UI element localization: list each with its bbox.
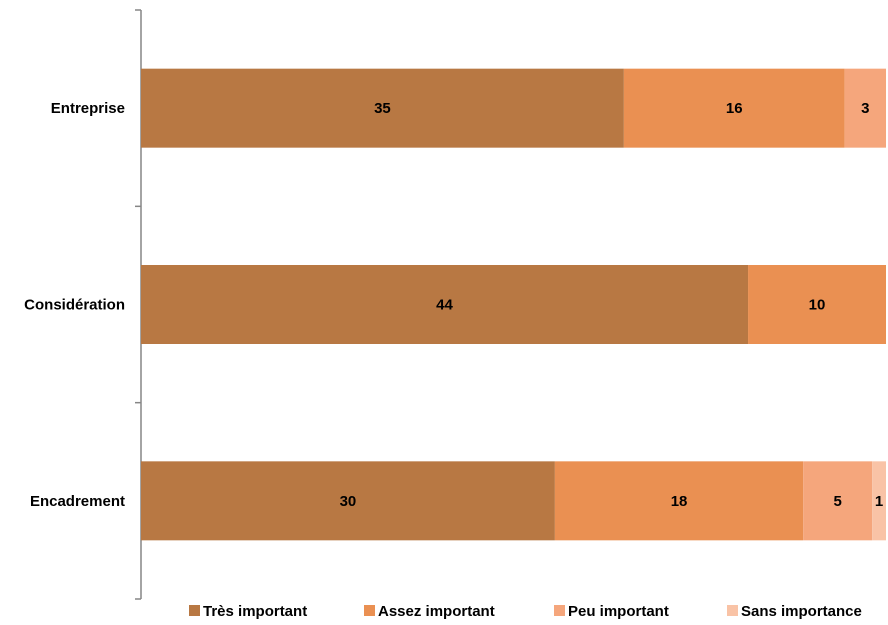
bar-segment [141,461,555,541]
legend-label: Sans importance [741,603,862,620]
bar-segment [803,461,873,541]
data-label: 5 [834,493,842,510]
legend-swatch [364,605,375,616]
legend-label: Très important [203,603,307,620]
category-label: Encadrement [30,493,125,510]
data-label: 3 [861,100,869,117]
legend-swatch [189,605,200,616]
bar-segment [141,68,624,148]
data-label: 44 [436,297,453,314]
category-labels-group: Entreprise Considération Encadrement [24,100,125,510]
legend-swatch [727,605,738,616]
category-axis [135,9,142,600]
legend-label: Assez important [378,603,495,620]
bars-group [141,68,886,541]
category-label: Considération [24,297,125,314]
legend-label: Peu important [568,603,669,620]
legend: Très important Assez important Peu importa… [189,603,862,620]
data-label: 10 [809,297,826,314]
bar-segment [872,461,886,541]
data-label: 35 [374,100,391,117]
legend-swatch [554,605,565,616]
data-label: 18 [671,493,688,510]
bar-segment [748,265,886,344]
data-label: 1 [875,493,883,510]
bar-segment [554,461,804,541]
bar-segment [141,265,749,344]
category-label: Entreprise [51,100,125,117]
data-label: 30 [340,493,357,510]
bar-segment [844,68,886,148]
data-label: 16 [726,100,743,117]
bar-segment [623,68,845,148]
data-labels-group: 35 16 3 44 10 30 18 5 1 [340,100,884,510]
